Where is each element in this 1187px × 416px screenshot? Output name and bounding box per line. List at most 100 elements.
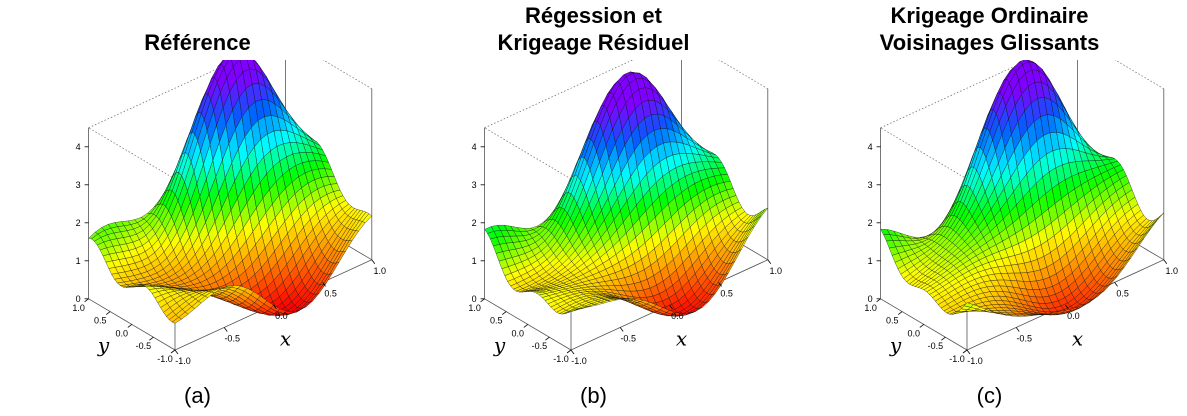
y-tick-label: 1.0 (72, 303, 85, 313)
y-tick-label: 0.0 (116, 328, 129, 338)
z-tick-label: 2 (76, 218, 81, 228)
y-tick-label: 0.5 (94, 316, 107, 326)
x-tick-label: 0.5 (324, 288, 337, 298)
z-tick-label: 2 (868, 218, 873, 228)
x-tick-mark (767, 259, 772, 265)
y-tick-label: 0.0 (908, 328, 921, 338)
x-tick-mark (966, 349, 971, 355)
axis-ticks: 0 1 2 3 4 -1.0 -0.5 0.0 0.5 1.0 1.0 0.5 0.0 -0.5 -1.0 (864, 142, 1178, 366)
panel-title-line1: Krigeage Ordinaire (890, 3, 1089, 28)
y-tick-mark (170, 349, 176, 354)
panel-caption: (c) (976, 383, 1003, 408)
surface-facet (1154, 212, 1164, 224)
z-tick-label: 0 (472, 294, 477, 304)
axis-box-edge (880, 60, 1030, 129)
y-tick-label: 0.5 (886, 316, 899, 326)
x-tick-mark (1015, 327, 1020, 332)
y-tick-mark (149, 336, 154, 341)
y-tick-mark (876, 298, 881, 303)
x-tick-mark (669, 304, 673, 310)
z-tick-label: 3 (76, 180, 81, 190)
x-tick-mark (619, 327, 624, 332)
y-tick-label: -1.0 (949, 354, 965, 364)
x-tick-label: -1.0 (175, 356, 191, 366)
panel-title-line2: Voisinages Glissants (879, 30, 1100, 55)
x-tick-label: 0.5 (720, 288, 733, 298)
surface-facet (362, 213, 373, 224)
surface-plot: 0 1 2 3 4 -1.0 -0.5 0.0 0.5 1.0 1.0 0.5 0.0 -0.5 -1.0 x… (72, 60, 386, 366)
panel-title-line2: Krigeage Résiduel (497, 30, 690, 55)
axis-box-edge (322, 60, 373, 90)
y-tick-mark (480, 298, 485, 303)
x-tick-label: 1.0 (374, 266, 387, 276)
y-tick-mark (105, 311, 111, 315)
axis-box-edge (1114, 60, 1165, 90)
axis-ticks: 0 1 2 3 4 -1.0 -0.5 0.0 0.5 1.0 1.0 0.5 0.0 -0.5 -1.0 (468, 142, 782, 366)
x-tick-mark (174, 349, 179, 355)
y-axis-label: y (493, 333, 506, 357)
z-tick-label: 4 (76, 142, 81, 152)
x-tick-label: -0.5 (1016, 333, 1032, 343)
x-axis-label: x (676, 326, 687, 350)
surface-plot: 0 1 2 3 4 -1.0 -0.5 0.0 0.5 1.0 1.0 0.5 0.0 -0.5 -1.0 x… (864, 60, 1178, 366)
x-tick-mark (1163, 259, 1168, 265)
x-tick-label: 1.0 (770, 266, 783, 276)
x-tick-mark (223, 327, 228, 332)
x-tick-mark (1065, 304, 1069, 310)
x-axis-label: x (280, 326, 291, 350)
panel-title-line2: Référence (144, 30, 251, 55)
x-tick-mark (371, 259, 376, 265)
y-tick-label: -1.0 (553, 354, 569, 364)
panel-reference: Référence 0 1 2 3 4 -1.0 -0.5 0.0 0.5 1.0 1.0 0.5 0.… (0, 0, 395, 416)
z-tick-label: 1 (76, 256, 81, 266)
y-tick-mark (523, 324, 529, 328)
x-tick-mark (570, 349, 575, 355)
y-tick-label: 1.0 (864, 303, 877, 313)
x-tick-mark (322, 282, 326, 287)
y-tick-mark (545, 336, 550, 341)
z-tick-label: 2 (472, 218, 477, 228)
y-tick-label: -0.5 (136, 341, 152, 351)
x-tick-mark (1114, 282, 1118, 287)
y-tick-label: 0.5 (490, 316, 503, 326)
y-tick-mark (962, 349, 968, 354)
x-tick-label: 0.0 (1067, 311, 1080, 321)
axis-box-edge (88, 127, 176, 180)
x-tick-mark (273, 304, 277, 310)
panel-caption: (b) (580, 383, 607, 408)
x-tick-mark (718, 282, 722, 287)
axis-box-edge (880, 127, 968, 180)
y-tick-label: -0.5 (928, 341, 944, 351)
panel-regression-kriging: Régession et Krigeage Résiduel 0 1 2 3 4 -1.0… (396, 0, 791, 416)
z-tick-label: 3 (868, 180, 873, 190)
y-tick-label: -0.5 (532, 341, 548, 351)
x-tick-label: 0.0 (671, 311, 684, 321)
x-tick-label: -0.5 (224, 333, 240, 343)
y-tick-label: 0.0 (512, 328, 525, 338)
z-tick-label: 0 (76, 294, 81, 304)
panel-caption: (a) (184, 383, 211, 408)
y-axis-label: y (889, 333, 902, 357)
z-tick-label: 3 (472, 180, 477, 190)
axis-box-edge (484, 127, 572, 180)
z-tick-label: 4 (868, 142, 873, 152)
panel-title-line1: Régession et (525, 3, 662, 28)
panel-ordinary-kriging: Krigeage Ordinaire Voisinages Glissants … (792, 0, 1187, 416)
surface-facet (758, 207, 769, 219)
y-tick-mark (501, 311, 507, 315)
axis-box-edge (88, 60, 238, 129)
z-tick-label: 1 (868, 256, 873, 266)
surface (88, 60, 373, 324)
y-axis-label: y (97, 333, 110, 357)
z-tick-label: 0 (868, 294, 873, 304)
y-tick-mark (84, 298, 89, 303)
surface-plot: 0 1 2 3 4 -1.0 -0.5 0.0 0.5 1.0 1.0 0.5 0.0 -0.5 -1.0 x… (468, 60, 782, 366)
y-tick-mark (566, 349, 572, 354)
y-tick-mark (897, 311, 903, 315)
axis-ticks: 0 1 2 3 4 -1.0 -0.5 0.0 0.5 1.0 1.0 0.5 0.0 -0.5 -1.0 (72, 142, 386, 366)
z-tick-label: 4 (472, 142, 477, 152)
x-tick-label: 0.0 (275, 311, 288, 321)
axis-box-edge (484, 60, 634, 129)
x-tick-label: -1.0 (571, 356, 587, 366)
surface (484, 71, 769, 317)
